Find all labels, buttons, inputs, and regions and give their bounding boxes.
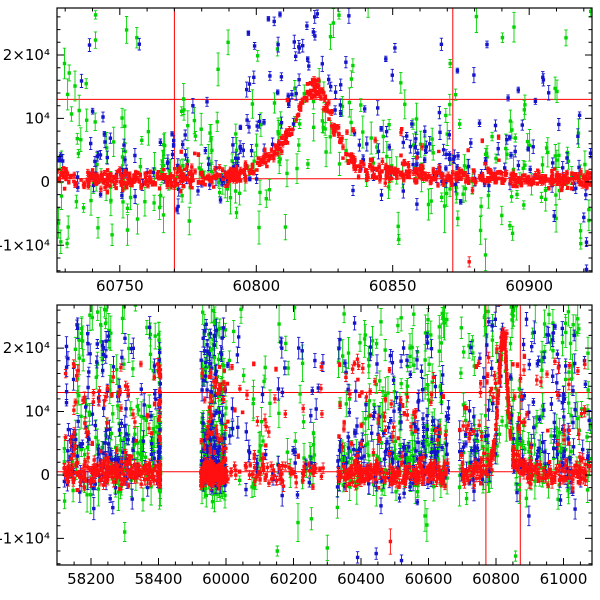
bottom-axes-frame xyxy=(56,304,593,566)
bottom-y-tick-label: 0 xyxy=(40,466,50,484)
bottom-y-tick-label: -1×10⁴ xyxy=(0,529,50,547)
top-x-tick-label: 60850 xyxy=(369,277,417,295)
top-green-errorbars xyxy=(57,8,592,272)
bottom-x-tick-label: 58400 xyxy=(135,570,183,588)
top-red-points xyxy=(57,77,592,264)
bottom-plot-area xyxy=(57,305,592,565)
top-light-curve-panel: 60750 60800 60850 60900 2×10⁴ 10⁴ 0 -1×10⁴ xyxy=(0,7,593,295)
bottom-x-tick-label: 60600 xyxy=(405,570,453,588)
top-y-tick-label: 10⁴ xyxy=(25,109,50,127)
bottom-green-points xyxy=(62,305,592,558)
bottom-x-tick-label: 58200 xyxy=(67,570,115,588)
top-plot-area xyxy=(57,8,592,272)
top-x-tick-label: 60750 xyxy=(96,277,144,295)
bottom-x-tick-label: 60400 xyxy=(337,570,385,588)
bottom-x-tick-label: 60800 xyxy=(472,570,520,588)
top-x-tick-label: 60800 xyxy=(232,277,280,295)
top-x-tick-label: 60900 xyxy=(505,277,553,295)
top-axes-frame xyxy=(56,7,593,273)
top-tick-marks xyxy=(57,8,592,272)
bottom-x-tick-label: 61000 xyxy=(540,570,588,588)
top-y-tick-label: 0 xyxy=(40,173,50,191)
top-y-tick-label: 2×10⁴ xyxy=(3,46,50,64)
bottom-light-curve-panel: 58200 58400 60000 60200 60400 60600 60800 61000… xyxy=(0,304,593,588)
bottom-x-tick-label: 60200 xyxy=(270,570,318,588)
top-green-points xyxy=(57,9,592,257)
bottom-reference-lines xyxy=(57,305,592,565)
bottom-y-tick-label: 10⁴ xyxy=(25,403,50,421)
top-y-tick-label: -1×10⁴ xyxy=(0,236,50,254)
bottom-y-tick-label: 2×10⁴ xyxy=(3,339,50,357)
bottom-x-tick-label: 60000 xyxy=(202,570,250,588)
bottom-tick-marks xyxy=(57,305,592,565)
